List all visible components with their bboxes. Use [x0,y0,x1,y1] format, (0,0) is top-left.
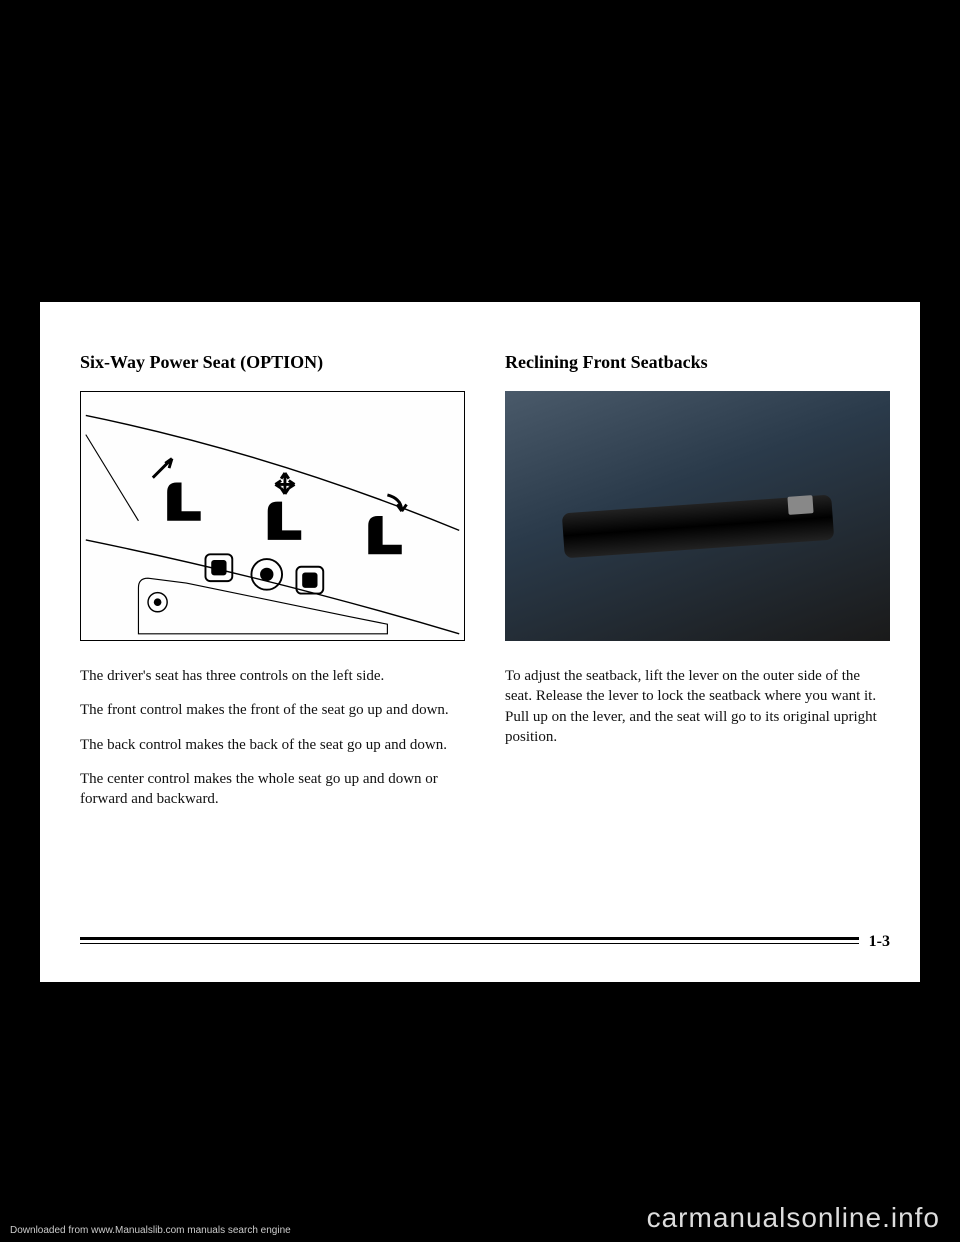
left-column: Six-Way Power Seat (OPTION) [80,352,465,823]
section-heading-right: Reclining Front Seatbacks [505,352,890,373]
page-footer: 1-3 [80,937,890,944]
download-source-note: Downloaded from www.Manualslib.com manua… [10,1225,291,1236]
recline-icon [787,495,813,515]
para-left-2: The front control makes the front of the… [80,700,465,720]
two-column-layout: Six-Way Power Seat (OPTION) [80,352,890,823]
para-right-1: To adjust the seatback, lift the lever o… [505,666,890,747]
para-left-3: The back control makes the back of the s… [80,735,465,755]
footer-rule-thick [80,937,890,940]
footer-rule-thin [80,943,890,944]
diagram-svg [81,392,464,640]
section-heading-left: Six-Way Power Seat (OPTION) [80,352,465,373]
right-column: Reclining Front Seatbacks To adjust the … [505,352,890,823]
para-left-1: The driver's seat has three controls on … [80,666,465,686]
page-number: 1-3 [859,933,890,951]
manual-page: Six-Way Power Seat (OPTION) [40,302,920,982]
recline-lever-photo [505,391,890,641]
power-seat-diagram [80,391,465,641]
para-left-4: The center control makes the whole seat … [80,769,465,810]
watermark-text: carmanualsonline.info [647,1202,940,1234]
